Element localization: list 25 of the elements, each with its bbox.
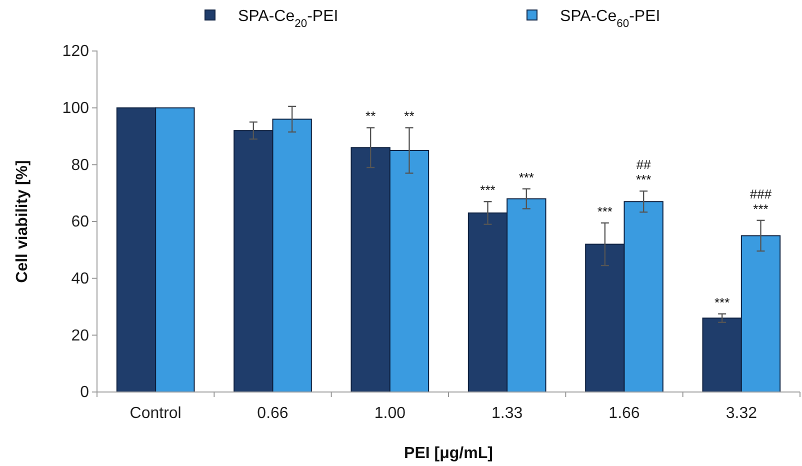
- x-tick-label: Control: [130, 405, 182, 422]
- y-axis-title: Cell viability [%]: [14, 160, 31, 283]
- y-tick-label: 0: [80, 384, 90, 402]
- x-tick-label: 3.32: [726, 405, 758, 422]
- y-tick-label: 120: [62, 43, 90, 60]
- legend-label: SPA-Ce$_{20}$-PEI: [238, 8, 338, 30]
- y-tick-label: 60: [71, 214, 90, 231]
- data-label: ***: [714, 294, 730, 310]
- x-tick-label: 0.66: [257, 405, 288, 422]
- data-label: **: [404, 108, 414, 124]
- x-tick-label: 1.33: [492, 405, 523, 422]
- y-tick-label: 20: [71, 327, 90, 344]
- data-label: **: [366, 108, 376, 124]
- data-label: ## ***: [636, 157, 652, 188]
- y-tick-label: 100: [62, 100, 90, 117]
- y-tick-label: 80: [71, 156, 90, 174]
- legend-label: SPA-Ce$_{60}$-PEI: [560, 8, 660, 30]
- data-label: ***: [597, 204, 613, 219]
- x-tick-label: 1.66: [608, 405, 640, 422]
- data-label: ***: [518, 170, 534, 185]
- data-label: ### ***: [750, 186, 772, 216]
- data-label: ***: [480, 182, 496, 198]
- x-tick-label: 1.00: [374, 405, 406, 422]
- y-tick-label: 40: [71, 270, 90, 288]
- x-axis-title: PEI [μg/mL]: [404, 445, 493, 462]
